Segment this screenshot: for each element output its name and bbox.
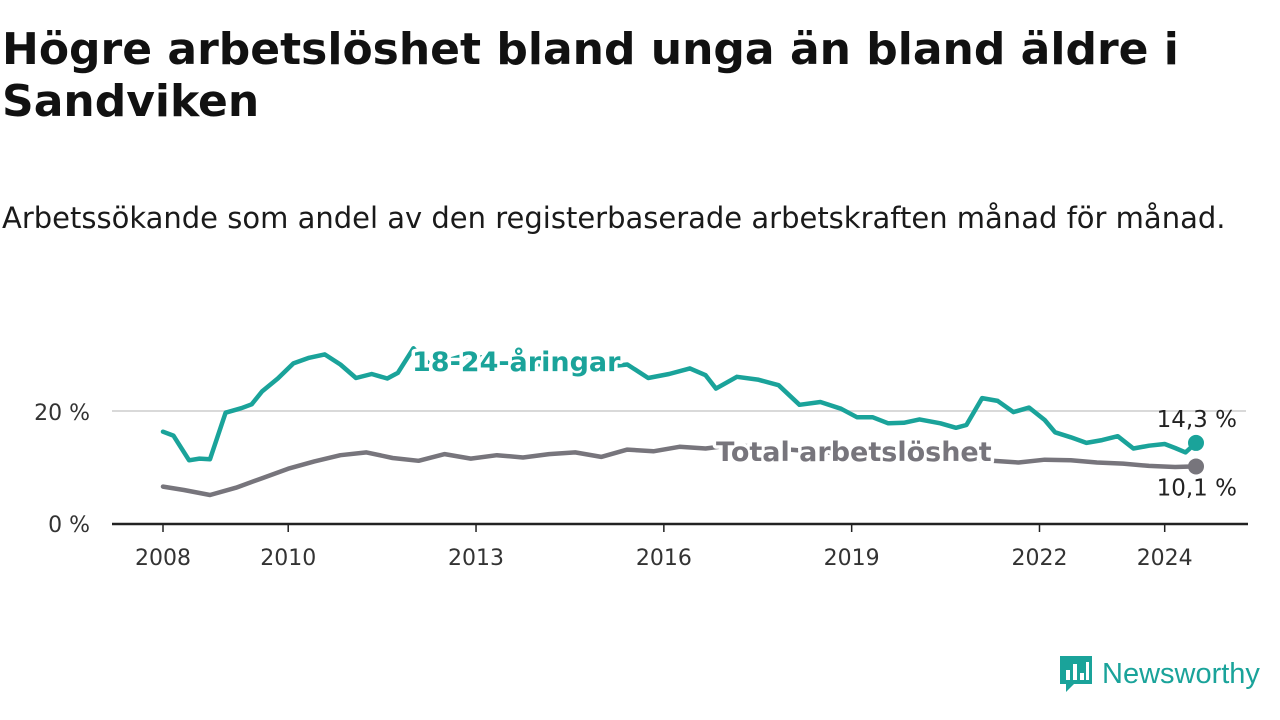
- y-tick-label: 0 %: [48, 513, 90, 538]
- x-tick-label: 2010: [260, 546, 316, 571]
- bar-chart-icon: [1060, 656, 1092, 692]
- chart-subtitle: Arbetssökande som andel av den registerb…: [2, 201, 1226, 235]
- x-tick-label: 2013: [448, 546, 504, 571]
- x-tick-label: 2008: [135, 546, 191, 571]
- line-chart: 0 % 20 % 2008 2010 2013 2016 2019 2022 2024 18-24…: [34, 346, 1248, 571]
- series-line-total: [160, 442, 1199, 498]
- x-tick-label: 2022: [1011, 546, 1067, 571]
- series-label-total: Total arbetslöshet: [716, 437, 992, 468]
- endpoint-youth: [1188, 434, 1204, 451]
- brand-name: Newsworthy: [1102, 657, 1260, 690]
- endpoint-total: [1188, 458, 1204, 475]
- x-tick-label: 2024: [1137, 546, 1193, 571]
- end-label-total: 10,1 %: [1157, 475, 1237, 501]
- y-tick-label: 20 %: [34, 401, 90, 426]
- x-tick-label: 2019: [824, 546, 880, 571]
- series-label-youth: 18-24-åringar: [412, 346, 621, 378]
- newsworthy-logo: Newsworthy: [1058, 652, 1260, 696]
- end-label-youth: 14,3 %: [1157, 407, 1237, 433]
- chart-title: Högre arbetslöshet bland unga än bland ä…: [2, 24, 1179, 127]
- series-line-youth: [160, 346, 1199, 463]
- x-tick-label: 2016: [636, 546, 692, 571]
